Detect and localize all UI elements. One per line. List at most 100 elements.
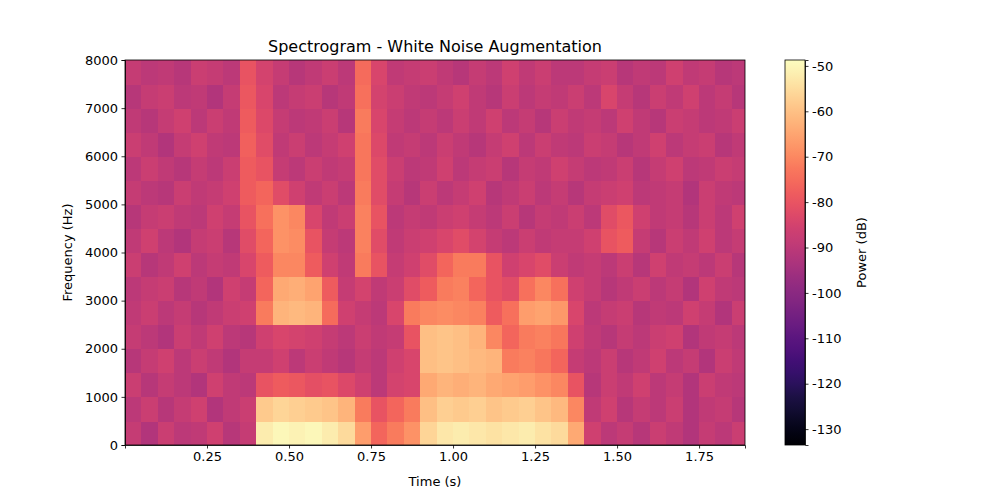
heatmap-cell [469, 132, 486, 157]
heatmap-cell [502, 84, 519, 109]
heatmap-cell [207, 301, 224, 326]
tick: -130 [805, 422, 842, 437]
heatmap-cell [305, 108, 322, 133]
heatmap-cell [551, 397, 568, 422]
heatmap-cell [174, 349, 191, 374]
heatmap-cell [158, 132, 175, 157]
heatmap-cell [732, 373, 745, 398]
heatmap-cell [256, 301, 273, 326]
heatmap-cell [699, 349, 716, 374]
heatmap-cell [256, 325, 273, 350]
heatmap-cell [240, 60, 257, 85]
tick-label: 0.75 [357, 449, 386, 464]
heatmap-cell [371, 108, 388, 133]
heatmap-cell [420, 397, 437, 422]
heatmap-cell [273, 421, 290, 445]
heatmap-cell [502, 373, 519, 398]
heatmap-cell [568, 421, 585, 445]
heatmap-cell [322, 108, 339, 133]
heatmap-cell [420, 132, 437, 157]
heatmap-cell [420, 228, 437, 253]
tick-label: 7000 [85, 101, 118, 116]
heatmap-cell [633, 108, 650, 133]
tick: -50 [805, 59, 833, 74]
tick: 6000 [85, 149, 125, 164]
heatmap-cell [387, 277, 404, 302]
heatmap-cell [207, 84, 224, 109]
tick-mark [805, 384, 809, 385]
heatmap-cell [584, 349, 601, 374]
heatmap-cell [371, 156, 388, 181]
heatmap-cell [699, 60, 716, 85]
heatmap-cell [683, 253, 700, 278]
heatmap-cell [289, 156, 306, 181]
heatmap-cell [732, 349, 745, 374]
heatmap-cell [453, 228, 470, 253]
heatmap-cell [666, 325, 683, 350]
heatmap [125, 60, 745, 445]
heatmap-cell [420, 84, 437, 109]
heatmap-cell [404, 84, 421, 109]
tick: 8000 [85, 53, 125, 68]
heatmap-cell [732, 204, 745, 229]
heatmap-cell [256, 397, 273, 422]
heatmap-cell [158, 108, 175, 133]
heatmap-cell [666, 132, 683, 157]
heatmap-cell [191, 325, 208, 350]
heatmap-cell [256, 60, 273, 85]
heatmap-cell [502, 156, 519, 181]
heatmap-cell [568, 84, 585, 109]
heatmap-cell [568, 204, 585, 229]
heatmap-cell [666, 108, 683, 133]
heatmap-cell [486, 301, 503, 326]
tick-label: -60 [812, 104, 833, 119]
heatmap-cell [617, 277, 634, 302]
heatmap-cell [437, 228, 454, 253]
heatmap-cell [141, 228, 158, 253]
heatmap-cell [535, 60, 552, 85]
heatmap-cell [191, 277, 208, 302]
tick-mark [805, 248, 809, 249]
heatmap-cell [305, 228, 322, 253]
heatmap-cell [732, 253, 745, 278]
heatmap-cell [535, 373, 552, 398]
heatmap-cell [273, 373, 290, 398]
heatmap-cell [273, 180, 290, 205]
heatmap-cell [437, 60, 454, 85]
heatmap-cell [683, 397, 700, 422]
heatmap-cell [666, 180, 683, 205]
heatmap-cell [338, 373, 355, 398]
heatmap-cell [305, 84, 322, 109]
tick-label: 2000 [85, 341, 118, 356]
heatmap-cell [683, 84, 700, 109]
tick-mark [805, 293, 809, 294]
tick-label: -80 [812, 195, 833, 210]
heatmap-cell [601, 373, 618, 398]
heatmap-cell [617, 204, 634, 229]
heatmap-cell [322, 228, 339, 253]
heatmap-cell [240, 421, 257, 445]
tick-label: -50 [812, 59, 833, 74]
heatmap-cell [240, 84, 257, 109]
heatmap-cell [650, 325, 667, 350]
heatmap-cell [223, 397, 240, 422]
heatmap-cell [223, 156, 240, 181]
heatmap-cell [141, 421, 158, 445]
heatmap-cell [387, 349, 404, 374]
heatmap-cell [601, 349, 618, 374]
heatmap-cell [420, 277, 437, 302]
tick-mark [805, 338, 809, 339]
heatmap-cell [469, 84, 486, 109]
heatmap-cell [683, 204, 700, 229]
heatmap-cell [305, 204, 322, 229]
heatmap-cell [617, 84, 634, 109]
heatmap-cell [141, 204, 158, 229]
heatmap-cell [437, 180, 454, 205]
heatmap-cell [371, 84, 388, 109]
heatmap-cell [387, 228, 404, 253]
heatmap-cell [371, 204, 388, 229]
heatmap-cell [355, 277, 372, 302]
tick-label: -130 [812, 422, 842, 437]
heatmap-cell [338, 349, 355, 374]
tick: 3000 [85, 293, 125, 308]
